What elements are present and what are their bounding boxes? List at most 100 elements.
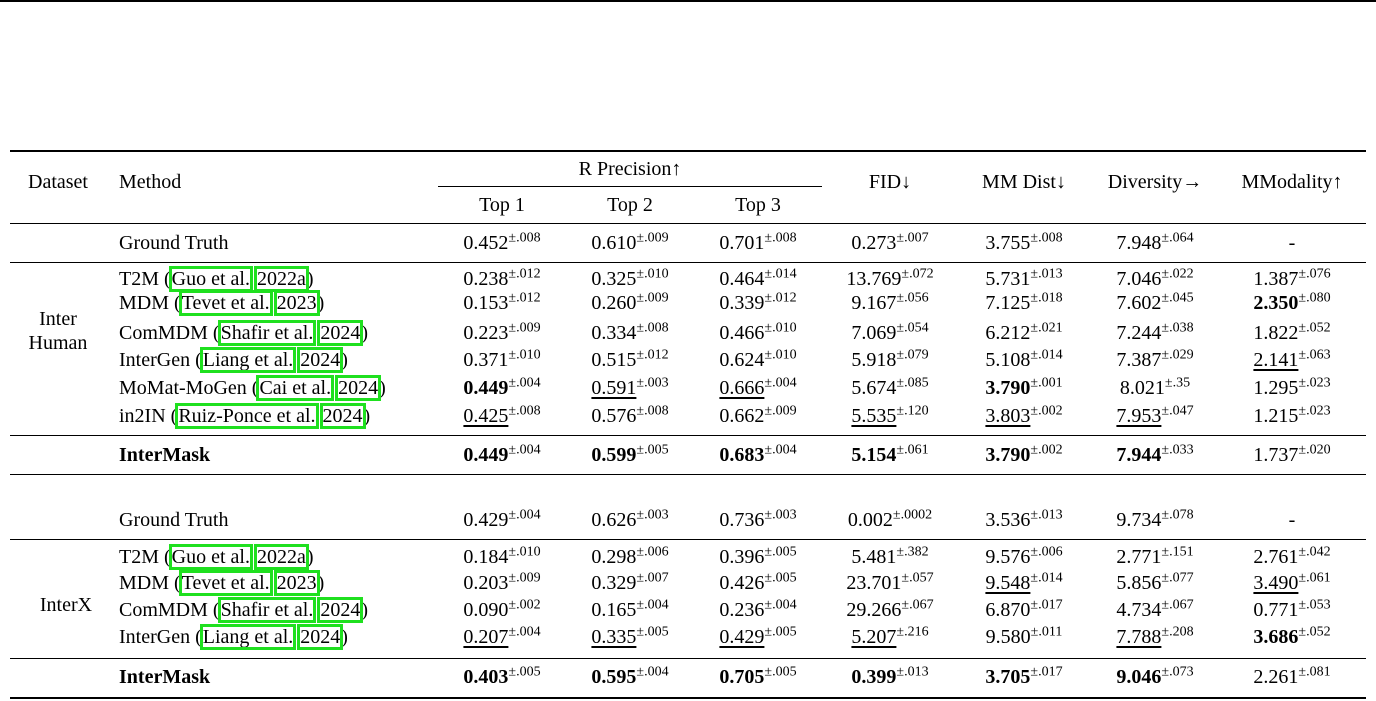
metric-cell: 3.790±.002 [985,443,1062,467]
citation-year-link[interactable]: 2024 [317,320,364,346]
metric-cell: 3.686±.052 [1253,625,1330,649]
metric-value: 0.335 [591,626,637,648]
metric-std: ±.006 [636,544,669,560]
metric-std: ±.029 [1161,347,1194,363]
metric-value: 5.154 [851,444,897,466]
citation-link[interactable]: Guo et al. [168,266,253,292]
metric-std: ±.004 [508,375,541,391]
metric-value: 0.325 [591,268,637,290]
metric-cell: 0.335±.005 [591,625,668,649]
metric-std: ±.061 [1298,570,1331,586]
metric-value: 2.761 [1253,546,1299,568]
metric-std: ±.067 [1161,597,1194,613]
citation-link[interactable]: Guo et al. [168,544,253,570]
citation-year-link[interactable]: 2024 [319,403,366,429]
metric-cell: 0.339±.012 [719,291,796,315]
metric-cell: 1.737±.020 [1253,443,1330,467]
metric-value: 0.595 [591,666,637,688]
method-name: InterMask [119,665,210,689]
method-name: MDM (Tevet et al. 2023) [119,570,324,596]
metric-value: 0.464 [719,268,765,290]
header-r-precision: R Precision↑ [578,158,682,180]
dataset-line: InterX [39,594,93,616]
metric-std: ±.009 [636,230,669,246]
metric-cell: 9.580±.011 [986,625,1063,649]
metric-std: ±.057 [901,570,934,586]
metric-std: ±.017 [1030,597,1063,613]
metric-value: 0.701 [719,232,765,254]
metric-cell: 0.207±.004 [463,625,540,649]
metric-value: 23.701 [846,572,902,594]
metric-value: 2.771 [1116,546,1162,568]
method-label: InterGen ( [119,626,202,648]
metric-value: 0.236 [719,599,765,621]
citation-year-link[interactable]: 2023 [273,290,320,316]
metric-cell: 0.683±.004 [719,443,796,467]
metric-cell: 0.002±.0002 [848,508,932,532]
metric-std: ±.004 [636,597,669,613]
metric-cell: 0.466±.010 [719,321,796,345]
metric-std: ±.012 [764,290,797,306]
citation-year-link[interactable]: 2022a [253,544,309,570]
metric-value: 2.350 [1253,292,1299,314]
metric-value: 1.215 [1253,405,1299,427]
metric-value: 3.490 [1253,572,1299,594]
metric-std: ±.008 [764,230,797,246]
metric-std: ±.005 [764,570,797,586]
citation-year-link[interactable]: 2023 [273,570,320,596]
dataset-label: InterX [40,593,92,617]
metric-value: 3.686 [1253,626,1299,648]
metric-value: 7.125 [985,292,1031,314]
metric-std: ±.076 [1298,266,1331,282]
metric-cell: 0.771±.053 [1253,598,1330,622]
metric-cell: 6.212±.021 [985,321,1062,345]
metric-std: ±.014 [764,266,797,282]
header-top1: Top 1 [479,194,525,216]
metric-std: ±.014 [1030,570,1063,586]
metric-cell: 9.576±.006 [985,545,1062,569]
metric-value: 3.536 [985,509,1031,531]
metric-value: 1.387 [1253,268,1299,290]
metric-cell: 13.769±.072 [846,267,933,291]
metric-value: 0.298 [591,546,637,568]
citation-link[interactable]: Shafir et al. [217,597,317,623]
metric-cell: 0.449±.004 [463,443,540,467]
method-label: Ground Truth [119,232,229,254]
citation-year-link[interactable]: 2024 [335,375,382,401]
metric-value: 1.822 [1253,322,1299,344]
metric-cell: 9.167±.056 [851,291,928,315]
r-precision-subrule [438,186,822,187]
method-label: InterMask [119,666,211,688]
metric-cell: 2.141±.063 [1253,348,1330,372]
citation-link[interactable]: Liang et al. [199,624,297,650]
metric-value: 6.212 [985,322,1031,344]
metric-value: 7.244 [1116,322,1162,344]
metric-value: 5.731 [985,268,1031,290]
metric-std: ±.005 [508,664,541,680]
citation-link[interactable]: Shafir et al. [217,320,317,346]
citation-link[interactable]: Cai et al. [256,375,335,401]
metric-cell: 7.602±.045 [1116,291,1193,315]
citation-link[interactable]: Tevet et al. [178,290,273,316]
metric-std: ±.017 [1030,664,1063,680]
metric-cell: 2.761±.042 [1253,545,1330,569]
header-diversity: Diversity→ [1107,171,1203,193]
citation-year-link[interactable]: 2024 [297,347,344,373]
metric-std: ±.010 [764,347,797,363]
citation-year-link[interactable]: 2022a [253,266,309,292]
metric-std: ±.023 [1298,375,1331,391]
method-label: MDM ( [119,572,181,594]
metric-std: ±.216 [896,624,929,640]
method-close-paren: ) [317,292,325,314]
citation-link[interactable]: Ruiz-Ponce et al. [175,403,319,429]
metric-cell: 5.154±.061 [851,443,928,467]
citation-link[interactable]: Tevet et al. [178,570,273,596]
metric-cell: 5.207±.216 [851,625,928,649]
metric-std: ±.063 [1298,347,1331,363]
metric-value: 0.207 [463,626,509,648]
citation-year-link[interactable]: 2024 [297,624,344,650]
citation-link[interactable]: Liang et al. [199,347,297,373]
metric-std: ±.010 [764,320,797,336]
citation-year-link[interactable]: 2024 [317,597,364,623]
metric-cell: 9.734±.078 [1116,508,1193,532]
